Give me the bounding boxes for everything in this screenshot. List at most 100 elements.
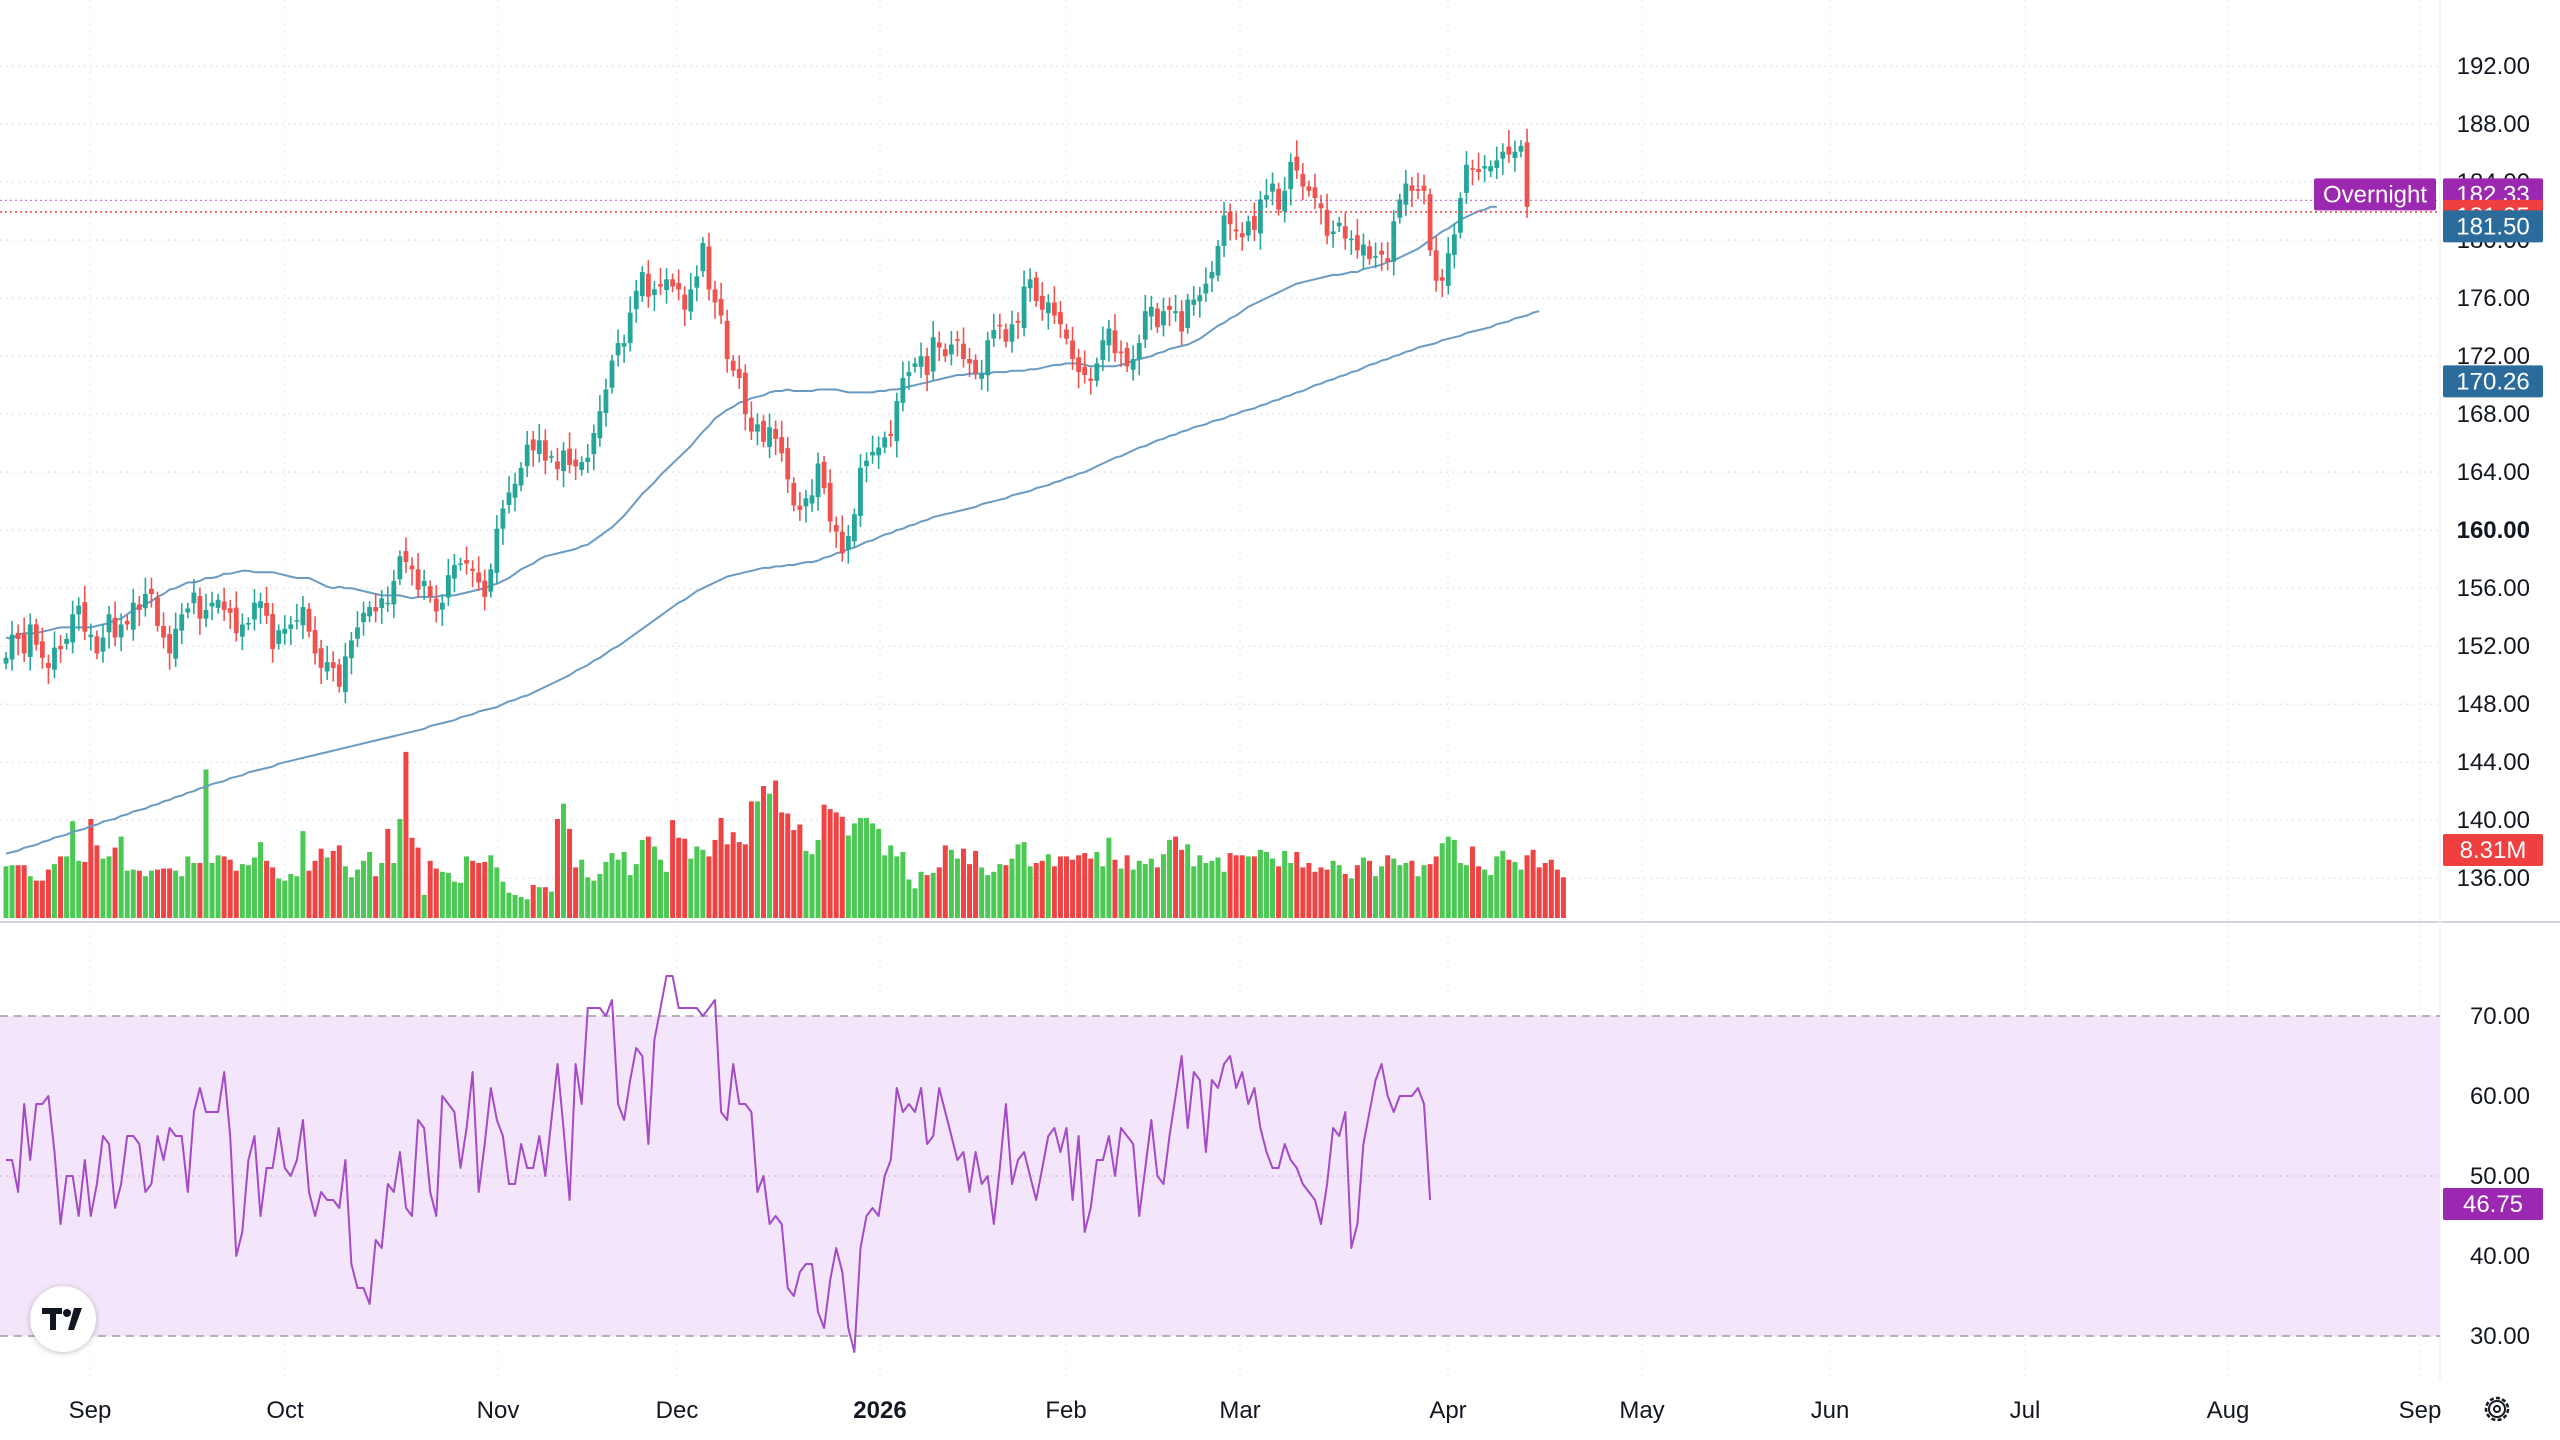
time-axis[interactable]: Sep Oct Nov Dec 2026 Feb Mar Apr May Jun Jul Aug Sep: [69, 1397, 2442, 1424]
volume-bar: [1330, 860, 1336, 918]
candle-body: [15, 632, 21, 639]
candle-body: [864, 460, 869, 467]
candle-body: [639, 272, 645, 297]
volume-bar: [785, 813, 791, 918]
volume-bar: [530, 885, 536, 918]
volume-bar: [615, 859, 621, 918]
volume-bar: [1112, 859, 1118, 918]
volume-bar: [851, 823, 857, 918]
candle-body: [888, 433, 894, 436]
candle-body: [1239, 233, 1245, 238]
candle-body: [961, 343, 966, 360]
candle-body: [1106, 328, 1112, 346]
gear-icon[interactable]: [2482, 1394, 2512, 1424]
volume-bar: [9, 865, 15, 918]
volume-bar: [1336, 865, 1342, 918]
candle-body: [1185, 299, 1191, 329]
candle-body: [1409, 185, 1415, 191]
price-tick-label: 168.00: [2457, 401, 2530, 428]
volume-bar: [324, 857, 330, 918]
volume-bar: [100, 858, 106, 918]
volume-bar: [1318, 867, 1324, 918]
volume-bar: [1088, 858, 1094, 918]
volume-bar: [585, 877, 591, 918]
candle-body: [88, 634, 94, 637]
volume-bar: [482, 861, 488, 918]
volume-bar: [1027, 866, 1033, 918]
volume-bar: [367, 852, 373, 918]
candle-body: [1039, 295, 1045, 310]
volume-bar: [845, 835, 851, 918]
volume-bar: [621, 852, 627, 918]
candle-body: [1215, 245, 1221, 276]
volume-bar: [433, 868, 439, 918]
volume-bar: [1221, 871, 1227, 918]
candle-body: [445, 575, 451, 598]
volume-bar: [1288, 863, 1294, 918]
time-tick-label: Sep: [2399, 1397, 2442, 1424]
volume-bar: [1506, 859, 1512, 918]
volume-bar: [300, 831, 306, 918]
tradingview-logo-icon[interactable]: [30, 1286, 96, 1352]
volume-bar: [64, 856, 70, 918]
candle-body: [512, 483, 518, 498]
time-tick-label: 2026: [853, 1397, 906, 1424]
candle-body: [294, 620, 300, 622]
volume-bar: [1445, 836, 1451, 918]
volume-bar: [839, 816, 845, 918]
price-tick-label: 136.00: [2457, 865, 2530, 892]
volume-bar: [1033, 863, 1039, 918]
candle-body: [785, 448, 791, 480]
volume-bar: [809, 854, 815, 918]
volume-bar: [1451, 839, 1457, 918]
volume-bar: [657, 859, 663, 918]
candle-body: [385, 602, 391, 605]
candle-body: [246, 623, 251, 625]
candle-body: [185, 608, 191, 613]
candle-body: [1482, 166, 1488, 169]
candle-body: [876, 447, 882, 456]
volume-bar: [330, 850, 336, 918]
candle-body: [100, 637, 106, 652]
time-tick-label: Aug: [2207, 1397, 2250, 1424]
candle-body: [1494, 160, 1500, 168]
volume-bar: [1251, 856, 1257, 918]
candle-body: [1470, 168, 1475, 170]
candle-body: [1130, 359, 1136, 370]
volume-bar: [500, 881, 506, 918]
time-tick-label: May: [1619, 1397, 1664, 1424]
rsi-axis[interactable]: 70.00 60.00 50.00 40.00 30.00: [2470, 1003, 2530, 1350]
candle-body: [306, 608, 312, 632]
candle-body: [936, 342, 942, 348]
volume-bar: [1148, 858, 1154, 918]
candle-body: [1245, 221, 1251, 236]
candle-body: [1148, 306, 1154, 317]
volume-bar: [415, 847, 421, 918]
candle-body: [652, 289, 657, 295]
candle-body: [1100, 340, 1106, 360]
candle-body: [833, 524, 839, 532]
candle-body: [458, 563, 463, 566]
candle-body: [397, 556, 403, 580]
ma-fast-line: [5, 205, 1497, 640]
volume-bar: [1003, 865, 1009, 918]
candle-body: [645, 273, 651, 297]
candle-body: [1458, 198, 1463, 233]
candle-body: [142, 593, 148, 609]
candle-body: [791, 482, 797, 506]
volume-bar: [1548, 859, 1554, 918]
volume-bar: [1076, 855, 1082, 918]
candle-body: [76, 605, 82, 615]
volume-bar: [694, 846, 700, 918]
volume-bar: [803, 850, 809, 918]
candle-body: [1015, 320, 1021, 323]
volume-bar: [900, 852, 906, 918]
volume-bar: [930, 872, 936, 918]
volume-bar: [827, 809, 833, 918]
volume-bar: [58, 856, 64, 918]
candle-body: [124, 620, 130, 625]
volume-bar: [94, 845, 100, 918]
volume-bar: [815, 839, 821, 918]
candle-body: [149, 588, 154, 594]
